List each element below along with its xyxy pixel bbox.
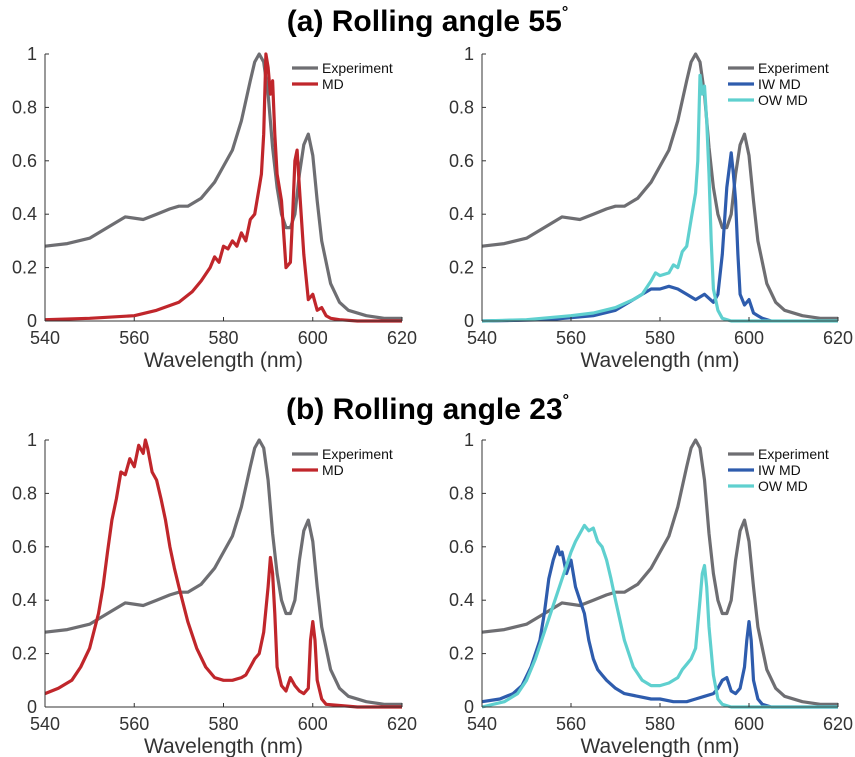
series-line-ow-md xyxy=(481,523,838,709)
x-tick-label: 540 xyxy=(467,714,497,734)
y-tick-label: 0.4 xyxy=(449,204,474,224)
legend-label-ow-md: OW MD xyxy=(758,478,808,494)
y-tick-label: 0 xyxy=(464,697,474,717)
x-tick-label: 600 xyxy=(298,328,328,348)
x-tick-label: 560 xyxy=(119,714,149,734)
y-tick-label: 0.6 xyxy=(449,537,474,557)
x-tick-label: 540 xyxy=(30,714,60,734)
y-tick-label: 0.2 xyxy=(449,644,474,664)
x-axis-label: Wavelength (nm) xyxy=(144,735,303,757)
y-tick-label: 0.8 xyxy=(449,483,474,503)
x-tick-label: 600 xyxy=(734,328,764,348)
x-tick-label: 540 xyxy=(30,328,60,348)
y-tick-label: 0.4 xyxy=(12,590,37,610)
x-tick-label: 620 xyxy=(387,714,417,734)
panel-a-title: (a) Rolling angle 55° xyxy=(0,4,855,39)
legend-label-experiment: Experiment xyxy=(322,60,393,76)
y-tick-label: 0.6 xyxy=(12,537,37,557)
chart-a-right: 540 560 580 600 620 0 0.2 0.4 0.6 0.8 1 Wavelength … xyxy=(449,44,853,372)
x-tick-label: 600 xyxy=(734,714,764,734)
x-tick-label: 580 xyxy=(208,714,238,734)
chart-b-right: 540 560 580 600 620 0 0.2 0.4 0.6 0.8 1 Wavelength … xyxy=(449,430,853,757)
series-line-iw-md xyxy=(481,545,838,709)
x-axis-label: Wavelength (nm) xyxy=(144,349,303,372)
x-tick-label: 560 xyxy=(556,328,586,348)
y-tick-label: 0.2 xyxy=(449,258,474,278)
panel-a-title-text: (a) Rolling angle 55 xyxy=(286,5,562,38)
y-tick-label: 0.8 xyxy=(12,97,37,117)
x-tick-label: 540 xyxy=(467,328,497,348)
x-tick-label: 620 xyxy=(823,714,853,734)
x-tick-label: 620 xyxy=(387,328,417,348)
x-tick-label: 560 xyxy=(556,714,586,734)
y-tick-label: 0.4 xyxy=(12,204,37,224)
series-line-experiment xyxy=(481,52,838,320)
degree-symbol: ° xyxy=(562,392,570,409)
series-line-md xyxy=(44,438,402,709)
legend-label-experiment: Experiment xyxy=(758,60,829,76)
y-tick-label: 0 xyxy=(27,311,37,331)
x-tick-label: 580 xyxy=(208,328,238,348)
degree-symbol: ° xyxy=(561,4,569,21)
y-tick-label: 0 xyxy=(27,697,37,717)
series-line-experiment xyxy=(44,438,402,706)
y-tick-label: 0.6 xyxy=(12,151,37,171)
y-tick-label: 0.8 xyxy=(12,483,37,503)
y-tick-label: 0.6 xyxy=(449,151,474,171)
legend-label-ow-md: OW MD xyxy=(758,92,808,108)
chart-b-left: 540 560 580 600 620 0 0.2 0.4 0.6 0.8 1 Wavelength … xyxy=(12,430,417,757)
series-line-experiment xyxy=(44,52,402,320)
legend-label-experiment: Experiment xyxy=(322,446,393,462)
series-line-experiment xyxy=(481,438,838,706)
y-tick-label: 1 xyxy=(27,430,37,450)
legend-label-iw-md: IW MD xyxy=(758,462,801,478)
x-tick-label: 600 xyxy=(298,714,328,734)
y-tick-label: 1 xyxy=(464,430,474,450)
y-tick-label: 0.2 xyxy=(12,258,37,278)
x-axis-label: Wavelength (nm) xyxy=(580,735,739,757)
y-tick-label: 0 xyxy=(464,311,474,331)
x-tick-label: 620 xyxy=(823,328,853,348)
x-tick-label: 560 xyxy=(119,328,149,348)
legend-label-experiment: Experiment xyxy=(758,446,829,462)
legend-label-md: MD xyxy=(322,76,344,92)
legend-label-md: MD xyxy=(322,462,344,478)
y-tick-label: 1 xyxy=(27,44,37,64)
x-axis-label: Wavelength (nm) xyxy=(580,349,739,372)
series-line-ow-md xyxy=(481,73,838,323)
series-line-md xyxy=(44,52,402,323)
panel-b-title-text: (b) Rolling angle 23 xyxy=(285,393,563,426)
y-tick-label: 0.4 xyxy=(449,590,474,610)
x-tick-label: 580 xyxy=(645,328,675,348)
y-tick-label: 1 xyxy=(464,44,474,64)
y-tick-label: 0.8 xyxy=(449,97,474,117)
legend-label-iw-md: IW MD xyxy=(758,76,801,92)
x-tick-label: 580 xyxy=(645,714,675,734)
panel-b-title: (b) Rolling angle 23° xyxy=(0,392,855,427)
chart-a-left: 540 560 580 600 620 0 0.2 0.4 0.6 0.8 1 Wavelength … xyxy=(12,44,417,372)
y-tick-label: 0.2 xyxy=(12,644,37,664)
